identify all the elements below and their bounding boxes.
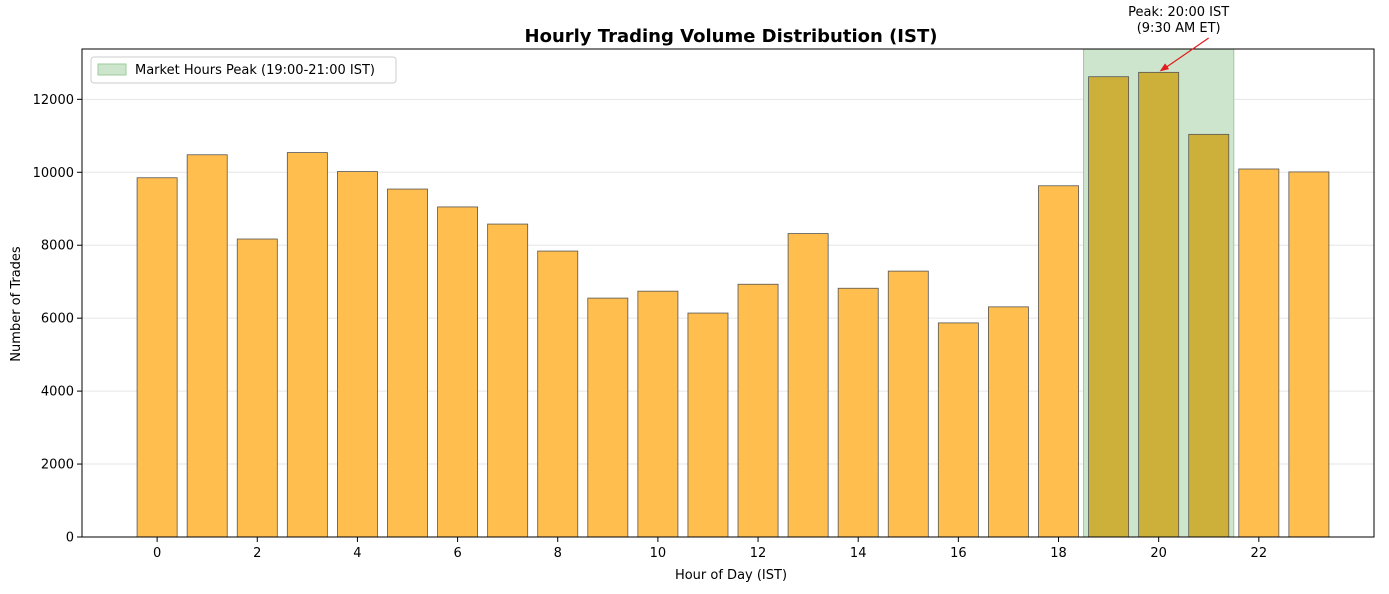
annotation-arrow-line [1161, 37, 1210, 71]
bar-hour-5 [387, 188, 428, 538]
annotation-arrow-head [1159, 63, 1170, 72]
annotation-text-line-2: (9:30 AM ET) [1137, 21, 1221, 36]
bar-hour-0 [136, 177, 178, 538]
x-tick-label: 12 [750, 546, 767, 561]
bar-hour-17 [988, 306, 1029, 538]
bar-hour-8 [537, 250, 579, 538]
legend: Market Hours Peak (19:00-21:00 IST) [90, 56, 397, 84]
y-tick-label: 8000 [41, 239, 74, 254]
x-tick-label: 14 [850, 546, 867, 561]
x-tick-label: 6 [453, 546, 461, 561]
bar-hour-11 [687, 312, 729, 538]
x-tick-label: 10 [650, 546, 667, 561]
x-tick-label: 2 [253, 546, 261, 561]
x-axis-ticks: 0 2 4 6 8 10 12 14 16 18 20 22 [153, 537, 1267, 561]
x-tick-label: 22 [1251, 546, 1268, 561]
bar-hour-1 [186, 154, 228, 538]
bar-hour-14 [837, 287, 879, 538]
bar-hour-21 [1188, 133, 1230, 538]
legend-label: Market Hours Peak (19:00-21:00 IST) [135, 63, 375, 78]
x-tick-label: 4 [353, 546, 361, 561]
legend-box [90, 56, 397, 84]
bar-hour-4 [336, 171, 378, 538]
y-tick-label: 10000 [33, 166, 74, 181]
bar-hour-12 [737, 283, 779, 538]
x-tick-label: 16 [950, 546, 967, 561]
bar-hour-18 [1038, 185, 1079, 538]
peak-annotation: Peak: 20:00 IST (9:30 AM ET) [1128, 5, 1229, 72]
bars [136, 71, 1330, 538]
y-tick-label: 4000 [41, 385, 74, 400]
bar-hour-15 [887, 270, 929, 538]
bar-hour-3 [286, 152, 328, 538]
bar-hour-7 [487, 223, 529, 538]
y-axis-label: Number of Trades [9, 246, 24, 362]
bar-hour-23 [1288, 171, 1330, 538]
bar-hour-16 [937, 322, 979, 538]
y-tick-label: 12000 [33, 93, 74, 108]
x-tick-label: 8 [554, 546, 562, 561]
plot-frame [81, 48, 1375, 538]
bar-hour-13 [787, 233, 829, 538]
bar-hour-6 [437, 206, 479, 538]
y-tick-label: 0 [66, 531, 74, 546]
bar-hour-22 [1238, 168, 1280, 538]
x-tick-label: 0 [153, 546, 161, 561]
bar-hour-20 [1138, 71, 1180, 538]
y-axis-ticks: 0 2000 4000 6000 8000 10000 12000 [33, 93, 82, 546]
legend-swatch [97, 63, 127, 76]
y-tick-label: 6000 [41, 312, 74, 327]
annotation-text-line-1: Peak: 20:00 IST [1128, 5, 1229, 20]
bar-hour-19 [1088, 76, 1130, 538]
chart-title: Hourly Trading Volume Distribution (IST) [525, 26, 938, 47]
bar-hour-2 [236, 238, 278, 538]
x-axis-label: Hour of Day (IST) [675, 568, 787, 583]
bar-hour-9 [587, 297, 629, 538]
bar-hour-10 [637, 290, 679, 538]
x-tick-label: 18 [1050, 546, 1067, 561]
y-tick-label: 2000 [41, 458, 74, 473]
x-tick-label: 20 [1150, 546, 1167, 561]
